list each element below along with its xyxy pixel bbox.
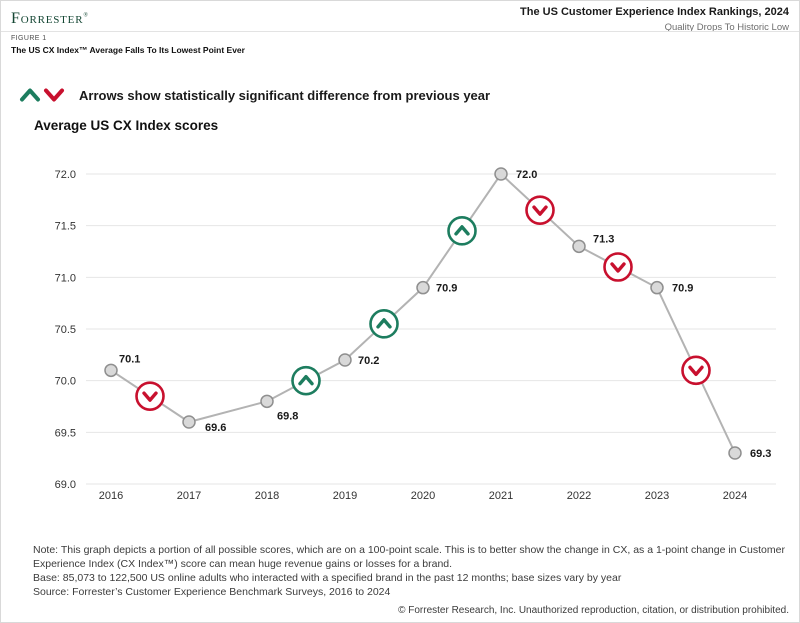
down-arrow-icon <box>610 262 626 273</box>
down-arrow-icon <box>688 365 704 377</box>
up-arrow-icon <box>298 374 314 386</box>
report-header: The US Customer Experience Index Ranking… <box>520 6 789 33</box>
trend-line <box>110 172 736 454</box>
significance-circle-down <box>681 355 711 386</box>
figure-label: FIGURE 1 <box>11 35 47 42</box>
x-tick-label: 2019 <box>333 490 357 502</box>
base-text: Base: 85,073 to 122,500 US online adults… <box>33 572 622 584</box>
data-point <box>650 280 664 295</box>
x-tick-label: 2022 <box>567 490 591 502</box>
y-tick-label: 69.0 <box>55 479 76 491</box>
x-tick-label: 2016 <box>99 490 123 502</box>
x-tick-label: 2023 <box>645 490 669 502</box>
x-tick-label: 2021 <box>489 490 513 502</box>
down-arrow-icon <box>142 391 158 402</box>
y-tick-label: 71.5 <box>55 221 76 233</box>
x-tick-label: 2020 <box>411 490 435 502</box>
header-divider <box>1 31 799 32</box>
value-label: 70.2 <box>358 355 379 367</box>
forrester-logo: Forrester® <box>11 10 89 28</box>
data-point <box>572 239 586 254</box>
report-title: The US Customer Experience Index Ranking… <box>520 6 789 18</box>
significance-circle-up <box>369 309 399 339</box>
down-arrow-icon <box>532 205 548 216</box>
value-label: 72.0 <box>516 169 537 181</box>
up-arrow-icon <box>20 88 40 102</box>
data-point <box>728 446 742 460</box>
y-tick-label: 72.0 <box>55 169 76 181</box>
registered-trademark-icon: ® <box>83 12 89 19</box>
value-label: 71.3 <box>593 233 614 245</box>
data-point <box>338 353 352 367</box>
legend-arrow-icons <box>20 88 64 102</box>
chart-notes: Note: This graph depicts a portion of al… <box>33 543 790 599</box>
forrester-logo-text: Forrester <box>11 10 84 27</box>
x-tick-label: 2024 <box>723 490 747 502</box>
value-label: 69.8 <box>277 410 298 422</box>
data-point <box>416 280 430 295</box>
x-tick-label: 2017 <box>177 490 201 502</box>
report-subtitle: Quality Drops To Historic Low <box>664 22 789 33</box>
legend-text: Arrows show statistically significant di… <box>79 87 491 103</box>
significance-circle-up <box>291 365 321 396</box>
up-arrow-icon <box>454 225 470 236</box>
y-tick-label: 70.5 <box>55 324 76 336</box>
note-text: Note: This graph depicts a portion of al… <box>33 544 785 570</box>
down-arrow-icon <box>44 88 64 102</box>
data-point <box>104 363 118 378</box>
value-label: 70.9 <box>436 283 457 295</box>
y-tick-label: 71.0 <box>55 272 76 284</box>
data-point <box>260 394 274 409</box>
y-tick-label: 70.0 <box>55 376 76 388</box>
significance-circle-down <box>603 252 633 282</box>
source-text: Source: Forrester’s Customer Experience … <box>33 586 391 598</box>
significance-circle-down <box>525 195 555 225</box>
value-label: 70.9 <box>672 283 693 295</box>
y-tick-label: 69.5 <box>55 427 76 439</box>
up-arrow-icon <box>376 318 392 329</box>
significance-circle-up <box>447 216 477 246</box>
figure-title: The US CX Index™ Average Falls To Its Lo… <box>11 45 245 55</box>
x-tick-label: 2018 <box>255 490 279 502</box>
value-label: 69.6 <box>205 422 226 434</box>
copyright-notice: © Forrester Research, Inc. Unauthorized … <box>398 605 789 616</box>
significance-circle-down <box>135 381 165 411</box>
data-point <box>182 415 196 429</box>
significance-legend: Arrows show statistically significant di… <box>19 86 490 104</box>
value-label: 70.1 <box>119 353 140 365</box>
line-chart: 72.0 71.5 71.0 70.5 70.0 69.5 69.0 2016 2017 2018… <box>1 151 799 516</box>
data-point <box>494 167 508 181</box>
chart-title: Average US CX Index scores <box>34 118 219 133</box>
value-label: 69.3 <box>750 448 771 460</box>
